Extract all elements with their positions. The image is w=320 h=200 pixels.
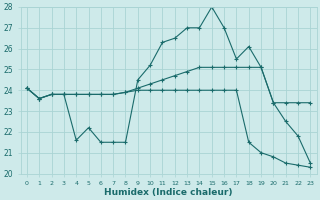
X-axis label: Humidex (Indice chaleur): Humidex (Indice chaleur) [104,188,233,197]
